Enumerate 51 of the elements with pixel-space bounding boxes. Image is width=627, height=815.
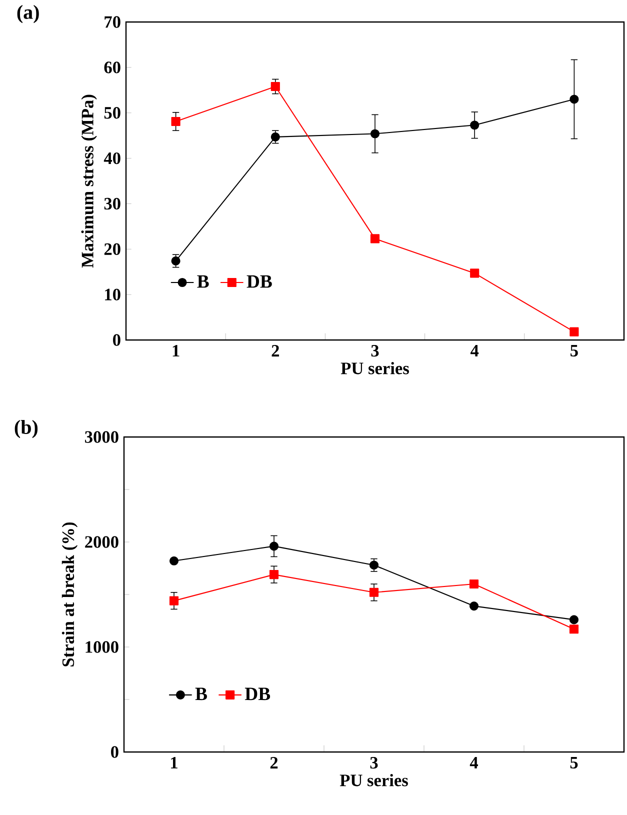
point <box>369 560 379 570</box>
point <box>569 615 579 624</box>
point <box>469 602 479 611</box>
y-tick-label: 20 <box>104 243 120 255</box>
point <box>469 579 479 589</box>
point <box>370 234 380 244</box>
y-tick-label: 60 <box>104 62 120 74</box>
y-tick-label: 30 <box>104 198 120 210</box>
point <box>570 94 579 104</box>
y-axis-title: Strain at break (%) <box>62 522 78 666</box>
y-tick-label: 10 <box>105 288 120 300</box>
x-tick-label: 1 <box>171 756 178 768</box>
legend-label: B <box>197 275 209 288</box>
y-tick-label: 3000 <box>85 431 118 443</box>
point <box>269 570 279 580</box>
x-tick-label: 2 <box>272 344 279 356</box>
y-tick-label: 1000 <box>86 641 118 653</box>
x-tick-label: 4 <box>470 756 478 768</box>
legend-label: DB <box>244 688 270 700</box>
x-tick-label: 3 <box>370 756 378 769</box>
x-axis-title: PU series <box>340 362 409 374</box>
x-tick-label: 1 <box>172 344 180 356</box>
y-tick-label: 0 <box>113 334 120 346</box>
y-tick-label: 2000 <box>85 536 118 548</box>
point <box>470 120 480 130</box>
legend-label: B <box>195 688 207 700</box>
point <box>470 268 480 278</box>
point <box>269 542 279 551</box>
point <box>569 624 579 634</box>
point <box>270 82 280 92</box>
x-tick-label: 5 <box>570 344 578 356</box>
x-tick-label: 3 <box>371 344 379 357</box>
y-tick-label: 70 <box>104 16 120 28</box>
x-tick-label: 5 <box>570 756 578 768</box>
point <box>169 596 179 606</box>
x-axis-title: PU series <box>340 774 408 786</box>
chart-title: (b) <box>14 420 38 438</box>
x-tick-label: 2 <box>270 756 278 768</box>
point <box>270 132 280 142</box>
point <box>370 129 380 138</box>
point <box>570 327 579 336</box>
point <box>171 116 180 126</box>
chart-title: (a) <box>17 4 39 24</box>
y-tick-label: 0 <box>111 746 118 758</box>
y-axis-title: Maximum stress (MPa) <box>81 94 97 268</box>
point <box>369 588 379 597</box>
point <box>169 556 179 566</box>
y-tick-label: 50 <box>104 107 120 119</box>
y-tick-label: 40 <box>104 152 120 164</box>
x-tick-label: 4 <box>470 344 479 356</box>
legend-label: DB <box>246 275 272 288</box>
